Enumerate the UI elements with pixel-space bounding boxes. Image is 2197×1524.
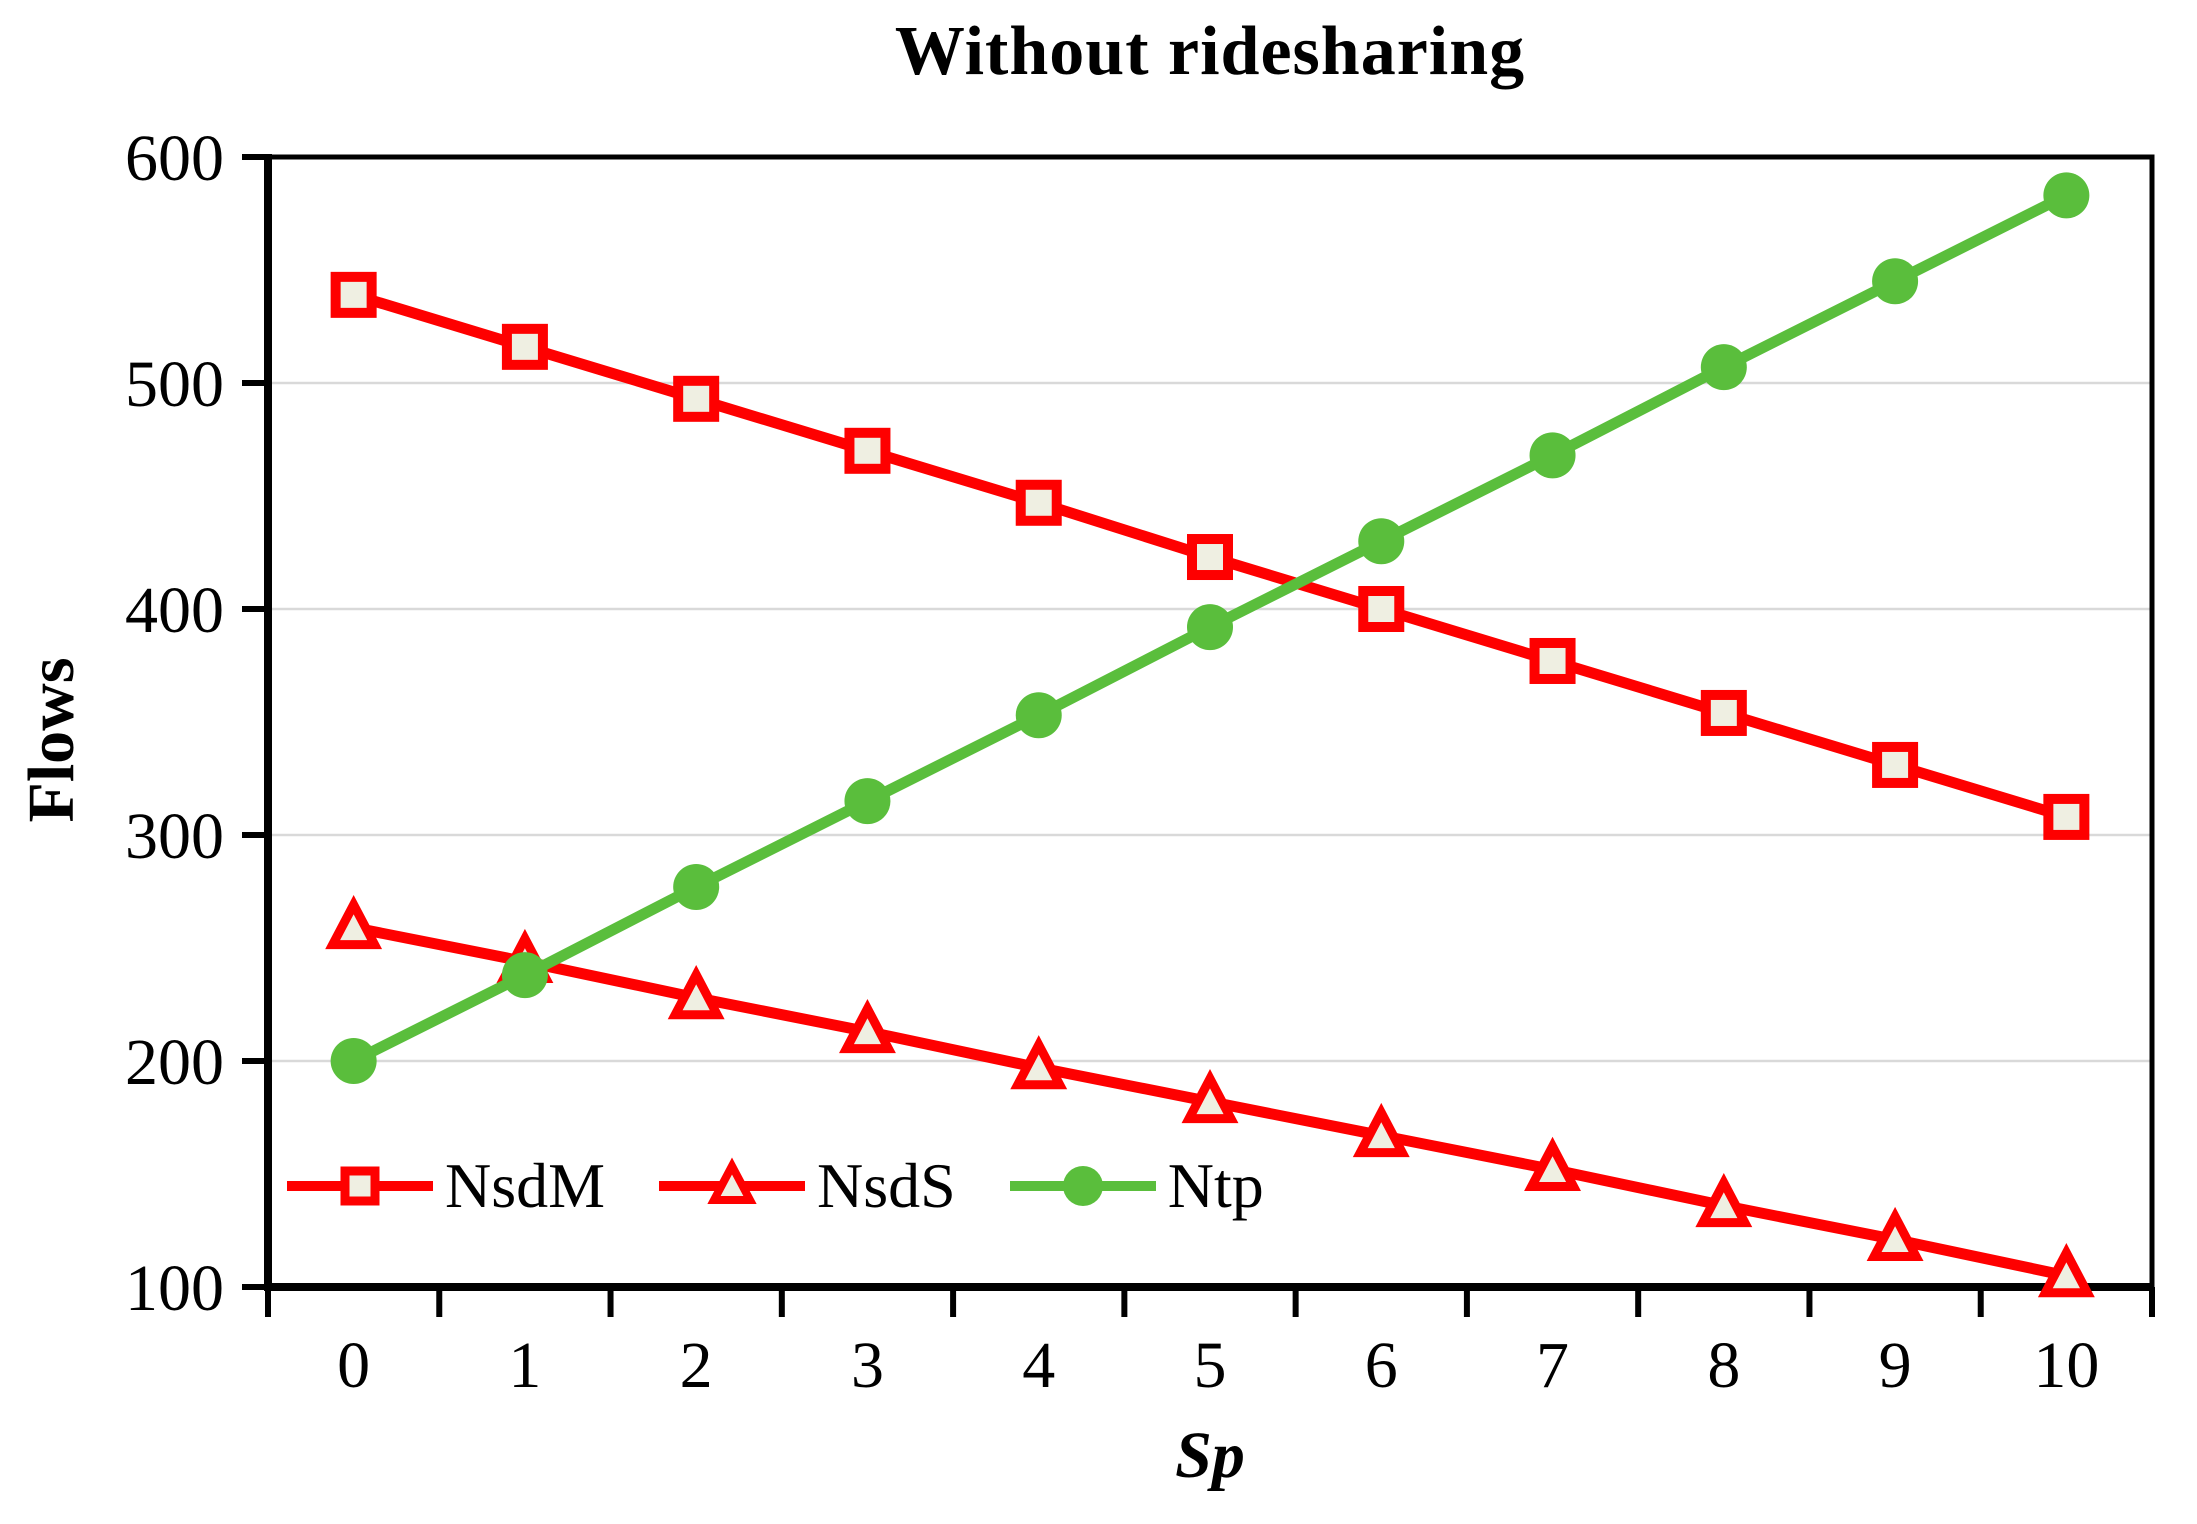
x-tick-label-7: 7 (1536, 1329, 1569, 1402)
marker-Ntp-6 (1358, 518, 1405, 565)
y-tick-label-200: 200 (125, 1026, 224, 1099)
marker-Ntp-3 (844, 778, 891, 825)
legend-swatch-NsdM (287, 1166, 433, 1206)
x-tick-label-10: 10 (2033, 1329, 2099, 1402)
x-axis-title: Sp (1175, 1419, 1245, 1492)
legend-marker-NsdM (340, 1166, 380, 1206)
marker-NsdS-8 (1695, 1172, 1753, 1228)
marker-NsdM-3 (844, 427, 891, 474)
marker-NsdM-1 (501, 323, 548, 370)
marker-Ntp-9 (1872, 258, 1919, 305)
x-tick-label-6: 6 (1365, 1329, 1398, 1402)
marker-NsdS-4 (1010, 1035, 1068, 1090)
legend-label-NsdM: NsdM (445, 1150, 606, 1221)
x-tick-label-3: 3 (851, 1329, 884, 1402)
y-tick-label-600: 600 (125, 122, 224, 195)
marker-NsdS-3 (839, 998, 896, 1054)
marker-Ntp-10 (2043, 172, 2090, 219)
marker-NsdS-7 (1524, 1136, 1581, 1191)
x-tick-label-0: 0 (337, 1329, 370, 1402)
marker-Ntp-2 (673, 863, 720, 910)
marker-NsdS-2 (667, 965, 725, 1020)
y-tick-label-100: 100 (125, 1252, 224, 1325)
marker-NsdS-10 (2037, 1243, 2095, 1298)
marker-Ntp-1 (501, 952, 548, 999)
y-tick-label-400: 400 (125, 574, 224, 647)
marker-Ntp-7 (1529, 432, 1576, 479)
marker-NsdM-4 (1015, 479, 1062, 526)
x-tick-label-5: 5 (1194, 1329, 1227, 1402)
legend-item-NsdS: NsdS (657, 1153, 956, 1219)
marker-NsdM-2 (673, 375, 720, 422)
x-tick-label-4: 4 (1022, 1329, 1055, 1402)
legend-item-NsdM: NsdM (285, 1153, 605, 1219)
marker-NsdM-6 (1358, 586, 1405, 632)
y-tick-label-300: 300 (125, 800, 224, 873)
marker-Ntp-8 (1700, 344, 1747, 391)
legend: NsdM NsdS Ntp (285, 1150, 1264, 1222)
marker-Ntp-0 (330, 1038, 377, 1084)
legend-label-NsdS: NsdS (817, 1150, 956, 1221)
legend-item-Ntp: Ntp (1008, 1153, 1264, 1219)
legend-marker-Ntp (1062, 1166, 1103, 1206)
x-tick-label-2: 2 (680, 1329, 713, 1402)
marker-NsdM-5 (1187, 534, 1233, 581)
marker-NsdS-9 (1866, 1206, 1924, 1262)
legend-marker-NsdS (707, 1157, 757, 1204)
marker-NsdM-8 (1700, 689, 1747, 736)
marker-NsdM-7 (1529, 637, 1576, 684)
legend-swatch-Ntp (1009, 1166, 1156, 1206)
x-tick-label-9: 9 (1879, 1329, 1912, 1402)
y-tick-label-500: 500 (125, 348, 224, 421)
marker-NsdM-9 (1872, 741, 1919, 788)
marker-NsdS-6 (1352, 1102, 1410, 1158)
chart-title: Without ridesharing (894, 13, 1526, 90)
legend-label-Ntp: Ntp (1167, 1150, 1264, 1221)
y-axis-title: Flows (15, 657, 88, 823)
marker-Ntp-5 (1187, 604, 1233, 651)
marker-NsdM-10 (2043, 793, 2090, 840)
x-tick-label-1: 1 (508, 1329, 541, 1402)
x-tick-label-8: 8 (1707, 1329, 1740, 1402)
marker-NsdS-5 (1181, 1068, 1239, 1124)
marker-NsdM-0 (330, 271, 377, 318)
marker-NsdS-0 (325, 894, 383, 950)
marker-Ntp-4 (1015, 692, 1062, 739)
legend-swatch-NsdS (659, 1157, 806, 1204)
